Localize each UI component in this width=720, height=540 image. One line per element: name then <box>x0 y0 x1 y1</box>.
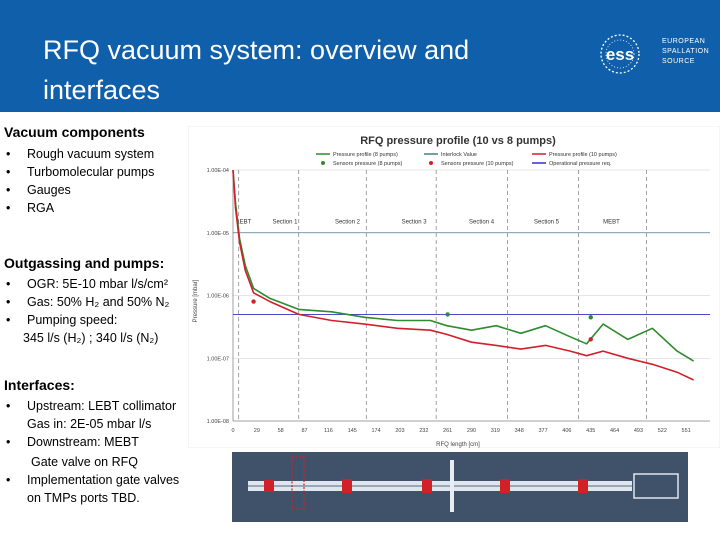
implementation-text: Implementation gate valves <box>27 473 180 487</box>
x-tick-label: 58 <box>278 428 284 434</box>
list-item-label: Rough vacuum system <box>27 147 155 161</box>
y-tick-label: 1.00E-07 <box>207 356 229 362</box>
chart-plot-area: 1.00E-04 1.00E-05 1.00E-06 1.00E-07 1.00E-08… <box>207 168 710 434</box>
rfq-lattice-schematic <box>232 452 688 522</box>
list-item: • OGR: 5E-10 mbar l/s/cm² <box>6 277 168 291</box>
pressure-profile-chart: RFQ pressure profile (10 vs 8 pumps) Pre… <box>188 126 720 448</box>
speed-text: Pumping speed: <box>27 313 118 327</box>
pump-port-marker <box>422 479 432 493</box>
list-item-label: RGA <box>27 201 55 215</box>
legend-label: Sensors pressure (8 pumps) <box>333 161 403 167</box>
ogr-text: OGR: 5E-10 mbar l/s/cm² <box>27 277 168 291</box>
legend-label: Operational pressure req. <box>549 161 612 167</box>
logo-text: ess <box>606 45 634 64</box>
section-label: Section 3 <box>402 220 428 226</box>
x-tick-label: 319 <box>491 428 500 434</box>
x-tick-label: 551 <box>682 428 691 434</box>
section-label: Section 4 <box>469 220 495 226</box>
x-tick-label: 116 <box>324 428 333 434</box>
outgassing-list: • OGR: 5E-10 mbar l/s/cm² • Gas: 50% H₂ an… <box>6 275 169 329</box>
section-label: Section 1 <box>272 220 298 226</box>
list-item: • Gas: 50% H₂ and 50% N₂ <box>6 295 170 309</box>
x-tick-label: 261 <box>443 428 452 434</box>
x-axis-label: RFQ length [cm] <box>436 442 480 448</box>
list-item-label: Gauges <box>27 183 71 197</box>
implementation-text-2: on TMPs ports TBD. <box>27 491 140 505</box>
x-tick-label: 435 <box>586 428 595 434</box>
list-item: • Implementation gate valves <box>6 473 180 487</box>
list-item: • RGA <box>6 201 55 215</box>
x-tick-label: 87 <box>301 428 307 434</box>
list-item: • Turbomolecular pumps <box>6 165 155 179</box>
sensor-point-10-pumps <box>588 337 593 342</box>
pump-port-marker <box>342 479 352 493</box>
legend-dot <box>321 161 325 165</box>
list-item: • Upstream: LEBT collimator <box>6 399 177 413</box>
section-label: Section 5 <box>534 220 560 226</box>
y-axis-label: Pressure [mbar] <box>193 279 199 322</box>
x-tick-label: 232 <box>419 428 428 434</box>
y-tick-label: 1.00E-04 <box>207 168 229 174</box>
flange <box>450 460 454 512</box>
series-line <box>232 169 695 362</box>
x-tick-label: 203 <box>395 428 404 434</box>
sensor-point-8-pumps <box>445 312 450 317</box>
x-tick-label: 493 <box>634 428 643 434</box>
legend-label: Pressure profile (10 pumps) <box>549 152 617 158</box>
x-tick-label: 29 <box>254 428 260 434</box>
legend-label: Pressure profile (8 pumps) <box>333 152 398 158</box>
legend-dot <box>429 161 433 165</box>
downstream-text: Downstream: MEBT <box>27 435 139 449</box>
list-item: • Gauges <box>6 183 71 197</box>
pump-port-marker <box>578 479 588 493</box>
mebt-connection <box>633 473 679 499</box>
list-item: • Downstream: MEBT <box>6 435 139 449</box>
pump-port-marker <box>500 479 510 493</box>
x-tick-label: 145 <box>348 428 357 434</box>
slide-header: RFQ vacuum system: overview and interfac… <box>0 0 720 112</box>
sensor-point-8-pumps <box>588 315 593 320</box>
legend-label: Interlock Value <box>441 152 477 158</box>
x-tick-label: 174 <box>372 428 381 434</box>
pump-port-marker <box>264 480 274 492</box>
x-tick-label: 0 <box>231 428 234 434</box>
section-label: LEBT <box>236 220 251 226</box>
upstream-text: Upstream: LEBT collimator <box>27 399 177 413</box>
logo-name: EUROPEAN SPALLATION SOURCE <box>662 38 710 65</box>
components-heading: Vacuum components <box>4 124 145 140</box>
legend-label: Sensors pressure (10 pumps) <box>441 161 514 167</box>
chart-legend: Pressure profile (8 pumps) Interlock Valu… <box>316 152 617 167</box>
list-item-label: Turbomolecular pumps <box>27 165 155 179</box>
series-line <box>232 169 694 381</box>
slide-title: RFQ vacuum system: overview and interfac… <box>43 35 470 105</box>
x-tick-label: 464 <box>610 428 619 434</box>
components-list: • Rough vacuum system • Turbomolecular pum… <box>6 145 154 217</box>
y-tick-label: 1.00E-06 <box>207 294 229 300</box>
outgassing-heading: Outgassing and pumps: <box>4 255 165 271</box>
speed-values: 345 l/s (H₂) ; 340 l/s (N₂) <box>23 331 159 345</box>
section-label: Section 2 <box>335 220 361 226</box>
sensor-point-10-pumps <box>251 299 256 304</box>
chart-title: RFQ pressure profile (10 vs 8 pumps) <box>360 135 556 147</box>
x-tick-label: 348 <box>515 428 524 434</box>
x-tick-label: 522 <box>658 428 667 434</box>
chart-background <box>188 126 720 448</box>
x-tick-label: 377 <box>538 428 547 434</box>
x-tick-label: 406 <box>562 428 571 434</box>
interfaces-list: • Upstream: LEBT collimator Gas in: 2E-05… <box>6 397 179 507</box>
list-item: • Pumping speed: <box>6 313 118 327</box>
list-item: • Rough vacuum system <box>6 147 155 161</box>
gate-valve-text: Gate valve on RFQ <box>31 455 138 469</box>
gas-text: Gas: 50% H₂ and 50% N₂ <box>27 295 170 309</box>
y-tick-label: 1.00E-08 <box>207 419 229 425</box>
ess-logo-icon: ess <box>600 34 640 74</box>
x-tick-label: 290 <box>467 428 476 434</box>
interfaces-heading: Interfaces: <box>4 377 75 393</box>
section-label: MEBT <box>603 220 620 226</box>
y-tick-label: 1.00E-05 <box>207 231 229 237</box>
upstream-gas: Gas in: 2E-05 mbar l/s <box>27 417 152 431</box>
gate-valve-marker <box>291 456 305 510</box>
